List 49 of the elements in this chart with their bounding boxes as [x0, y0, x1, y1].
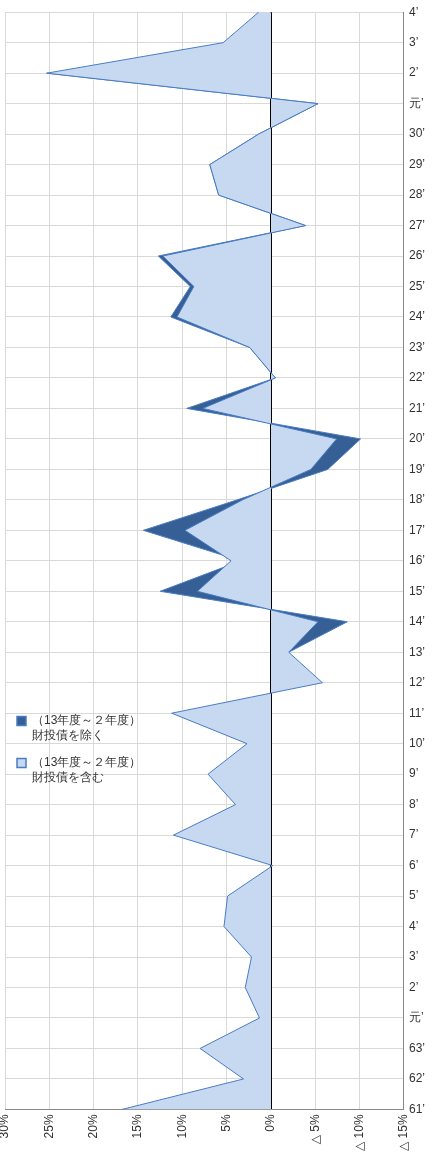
- y-tick-label: 3’: [408, 949, 419, 964]
- y-tick-label: 2’: [408, 979, 419, 994]
- y-tick-label: 29’: [408, 156, 425, 171]
- y-tick-label: 19’: [408, 461, 425, 476]
- y-tick-label: 62’: [408, 1071, 425, 1086]
- y-tick-label: 15’: [408, 583, 425, 598]
- y-tick-label: 17’: [408, 522, 425, 537]
- y-tick-label: 27’: [408, 217, 425, 232]
- y-tick-label: 30’: [408, 126, 425, 141]
- y-tick-label: 16’: [408, 553, 425, 568]
- x-tick-label: 0%: [263, 1114, 278, 1132]
- y-tick-label: 24’: [408, 309, 425, 324]
- y-tick-label: 25’: [408, 278, 425, 293]
- y-tick-label: 18’: [408, 492, 425, 507]
- y-tick-label: 14’: [408, 614, 425, 629]
- x-tick-label: 10%: [174, 1114, 189, 1139]
- y-tick-label: 9’: [408, 766, 419, 781]
- x-tick-label: 30%: [0, 1114, 12, 1139]
- y-tick-label: 63’: [408, 1040, 425, 1055]
- y-tick-label: 28’: [408, 187, 425, 202]
- y-tick-label: 26’: [408, 248, 425, 263]
- y-tick-label: 4’: [408, 918, 419, 933]
- y-tick-label: 7’: [408, 827, 419, 842]
- y-tick-label: 22’: [408, 370, 425, 385]
- y-tick-label: 10’: [408, 735, 425, 750]
- legend-label: （13年度～２年度）財投債を含む: [32, 754, 142, 784]
- y-tick-label: 元’: [408, 95, 424, 110]
- x-tick-label: 15%: [130, 1114, 145, 1139]
- y-tick-label: 元’: [408, 1010, 424, 1025]
- y-tick-label: 3’: [408, 34, 419, 49]
- y-tick-label: 5’: [408, 888, 419, 903]
- y-tick-label: 21’: [408, 400, 425, 415]
- x-tick-label: △ 5%: [307, 1114, 322, 1145]
- x-tick-label: 20%: [85, 1114, 100, 1139]
- y-tick-label: 23’: [408, 339, 425, 354]
- y-tick-label: 61’: [408, 1101, 425, 1116]
- x-tick-label: △ 15%: [396, 1114, 411, 1152]
- y-tick-label: 20’: [408, 431, 425, 446]
- y-tick-label: 6’: [408, 857, 419, 872]
- y-tick-label: 8’: [408, 796, 419, 811]
- x-tick-label: 5%: [218, 1114, 233, 1132]
- x-tick-label: △ 10%: [351, 1114, 366, 1152]
- y-tick-label: 12’: [408, 675, 425, 690]
- x-tick-label: 25%: [41, 1114, 56, 1139]
- y-tick-label: 2’: [408, 65, 419, 80]
- y-tick-label: 11’: [408, 705, 425, 720]
- legend-label: （13年度～２年度）財投債を除く: [32, 712, 142, 742]
- y-tick-label: 13’: [408, 644, 425, 659]
- y-tick-label: 4’: [408, 4, 419, 19]
